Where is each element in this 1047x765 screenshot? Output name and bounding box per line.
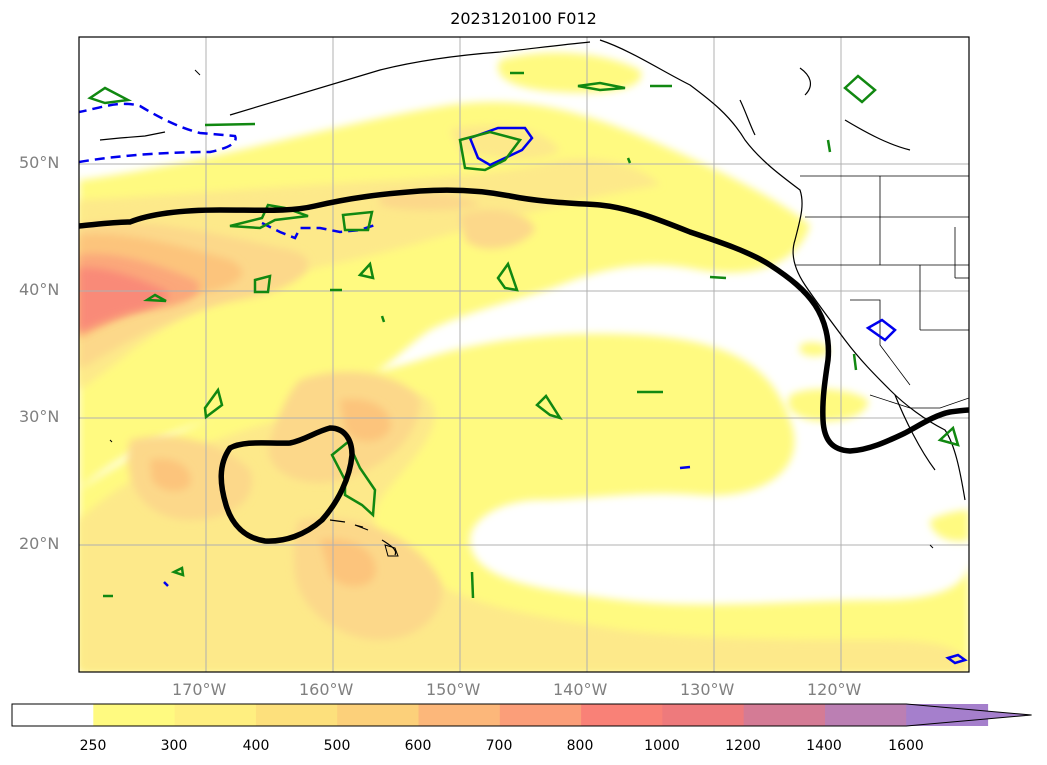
blue-contours (163, 126, 968, 665)
colorbar-label: 500 (323, 738, 351, 754)
black-contours (79, 187, 969, 544)
colorbar-label: 800 (566, 738, 594, 754)
colorbar-label: 250 (79, 738, 107, 754)
colorbar-segment (581, 704, 663, 726)
colorbar-label: 600 (404, 738, 432, 754)
shading-700-800 (79, 267, 169, 332)
lon-tick-label: 120°W (807, 680, 862, 699)
colorbar-label: 400 (242, 738, 270, 754)
lat-tick-label: 20°N (19, 534, 60, 553)
colorbar-label: 300 (160, 738, 188, 754)
lat-tick-label: 40°N (19, 280, 60, 299)
colorbar-label: 1000 (644, 738, 680, 754)
colorbar-segment (174, 704, 257, 726)
colorbar-segment (93, 704, 176, 726)
colorbar-segment (825, 704, 907, 726)
colorbar-segment (662, 704, 745, 726)
map-title: 2023120100 F012 (450, 9, 597, 28)
lon-tick-label: 140°W (553, 680, 608, 699)
gridlines (79, 37, 969, 672)
lon-tick-label: 150°W (426, 680, 481, 699)
map-frame (78, 36, 970, 673)
colorbar-segment (255, 704, 338, 726)
colorbar-segment (418, 704, 501, 726)
colorbar (11, 703, 1032, 727)
colorbar-extend-arrow (906, 704, 1032, 726)
borders (795, 175, 969, 409)
lon-tick-label: 160°W (299, 680, 354, 699)
colorbar-segment (337, 704, 419, 726)
colorbar-segment (499, 704, 582, 726)
colorbar-segment (12, 704, 94, 726)
colorbar-segment (743, 704, 826, 726)
lon-tick-label: 130°W (680, 680, 735, 699)
lat-tick-label: 30°N (19, 407, 60, 426)
colorbar-label: 1400 (806, 738, 842, 754)
lon-tick-label: 170°W (172, 680, 227, 699)
green-contours (87, 71, 960, 599)
colorbar-label: 700 (485, 738, 513, 754)
lat-tick-label: 50°N (19, 153, 60, 172)
colorbar-outline (11, 703, 1032, 727)
coastlines (99, 39, 966, 556)
colorbar-label: 1200 (725, 738, 761, 754)
colorbar-label: 1600 (888, 738, 924, 754)
land-fragments (109, 69, 934, 557)
